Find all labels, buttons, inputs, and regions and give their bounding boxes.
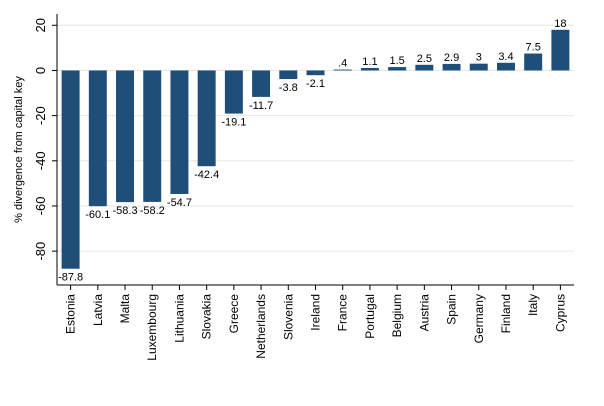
bar-slovenia [279,70,298,80]
x-tick-label: Netherlands [254,294,268,359]
data-label: 1.1 [362,56,377,68]
data-label: 3.4 [498,51,513,63]
data-label: 2.5 [417,53,432,65]
bar-cyprus [551,29,570,71]
data-label: 2.9 [444,52,459,64]
y-tick-label: -60 [33,197,48,216]
y-tick-label: 0 [33,67,48,74]
y-tick-label: 20 [33,18,48,32]
x-tick-label: Greece [227,294,241,334]
bar-estonia [61,70,80,269]
bar-belgium [388,67,407,71]
data-label: -3.8 [279,82,298,94]
x-tick-label: Germany [472,294,486,343]
bar-spain [442,63,461,71]
data-labels: -87.8 -60.1 -58.3 -58.2-54.7 -42.4 -19.1-11.7… [58,18,566,284]
bar-ireland [306,70,325,76]
data-label: 7.5 [526,42,541,54]
x-tick-label: Lithuania [172,294,186,343]
bar-slovakia [197,70,216,167]
y-axis-ticks: 20 0 -20 -40 -60 -80 [33,18,57,261]
data-label: -11.7 [249,100,273,112]
x-tick-label: Belgium [390,294,404,337]
data-label: -87.8 [58,272,83,284]
data-label: -54.7 [167,197,192,209]
x-tick-label: Slovenia [281,294,295,340]
data-label: -2.1 [306,78,325,90]
data-label: -58.3 [112,205,137,217]
bar-austria [415,64,434,71]
bar-france [333,69,352,71]
bar-germany [469,63,488,71]
data-label: -42.4 [194,169,219,181]
x-tick-label: Estonia [64,294,78,334]
x-tick-label: Finland [499,294,513,333]
bar-malta [116,70,135,203]
y-tick-label: -40 [33,151,48,170]
x-tick-label: Malta [118,294,132,324]
bar-italy [524,53,543,71]
x-tick-label: Luxembourg [145,294,159,361]
data-label: -60.1 [85,209,110,221]
x-tick-label: Italy [526,294,540,316]
data-label: .4 [338,58,347,70]
x-tick-label: Austria [417,294,431,332]
data-label: -19.1 [221,117,246,129]
data-label: 1.5 [389,55,404,67]
y-axis-title: % divergence from capital key [13,76,25,223]
x-tick-label: France [336,294,350,332]
x-tick-label: Spain [445,294,459,325]
x-axis-ticks: Estonia Latvia Malta Luxembourg Lithuania Slo… [64,285,567,361]
plot-area [57,14,574,285]
data-label: -58.2 [140,205,165,217]
bar-greece [224,70,243,114]
x-tick-label: Ireland [309,294,323,331]
bars [61,29,570,269]
x-tick-label: Cyprus [553,294,567,332]
data-label: 3 [476,52,482,64]
bar-finland [496,62,515,71]
y-tick-label: -20 [33,106,48,125]
bar-lithuania [170,70,189,194]
bar-portugal [360,67,379,71]
data-label: 18 [554,18,566,30]
x-tick-label: Portugal [363,294,377,339]
x-tick-label: Latvia [91,294,105,326]
bar-latvia [88,70,107,207]
x-tick-label: Slovakia [200,294,214,340]
bar-netherlands [252,70,271,97]
bar-luxembourg [143,70,162,202]
y-tick-label: -80 [33,242,48,261]
